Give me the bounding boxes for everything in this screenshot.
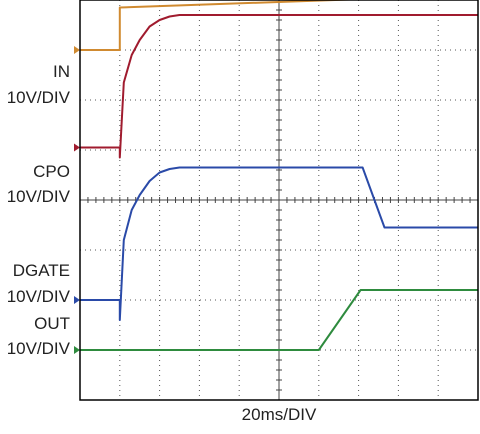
in-scale-label: 10V/DIV <box>6 88 70 107</box>
in-name-label: IN <box>53 62 70 81</box>
dgate-name-label: DGATE <box>12 261 70 280</box>
trace-2 <box>80 166 478 321</box>
x-axis-label: 20ms/DIV <box>241 405 317 424</box>
cpo-name-label: CPO <box>33 162 70 181</box>
trace-3 <box>80 289 478 351</box>
out-scale-label: 10V/DIV <box>6 339 70 358</box>
dgate-scale-label: 10V/DIV <box>6 287 70 306</box>
channel-marker-1 <box>74 143 80 152</box>
out-name-label: OUT <box>34 314 70 333</box>
traces <box>80 0 478 351</box>
channel-marker-2 <box>74 296 80 304</box>
trace-0 <box>80 0 364 51</box>
plot-frame <box>79 0 479 401</box>
channel-marker-3 <box>74 346 80 354</box>
channel-markers <box>74 46 80 354</box>
grid <box>80 0 478 400</box>
cpo-scale-label: 10V/DIV <box>6 187 70 206</box>
trace-1 <box>80 14 478 159</box>
channel-marker-0 <box>74 46 80 54</box>
